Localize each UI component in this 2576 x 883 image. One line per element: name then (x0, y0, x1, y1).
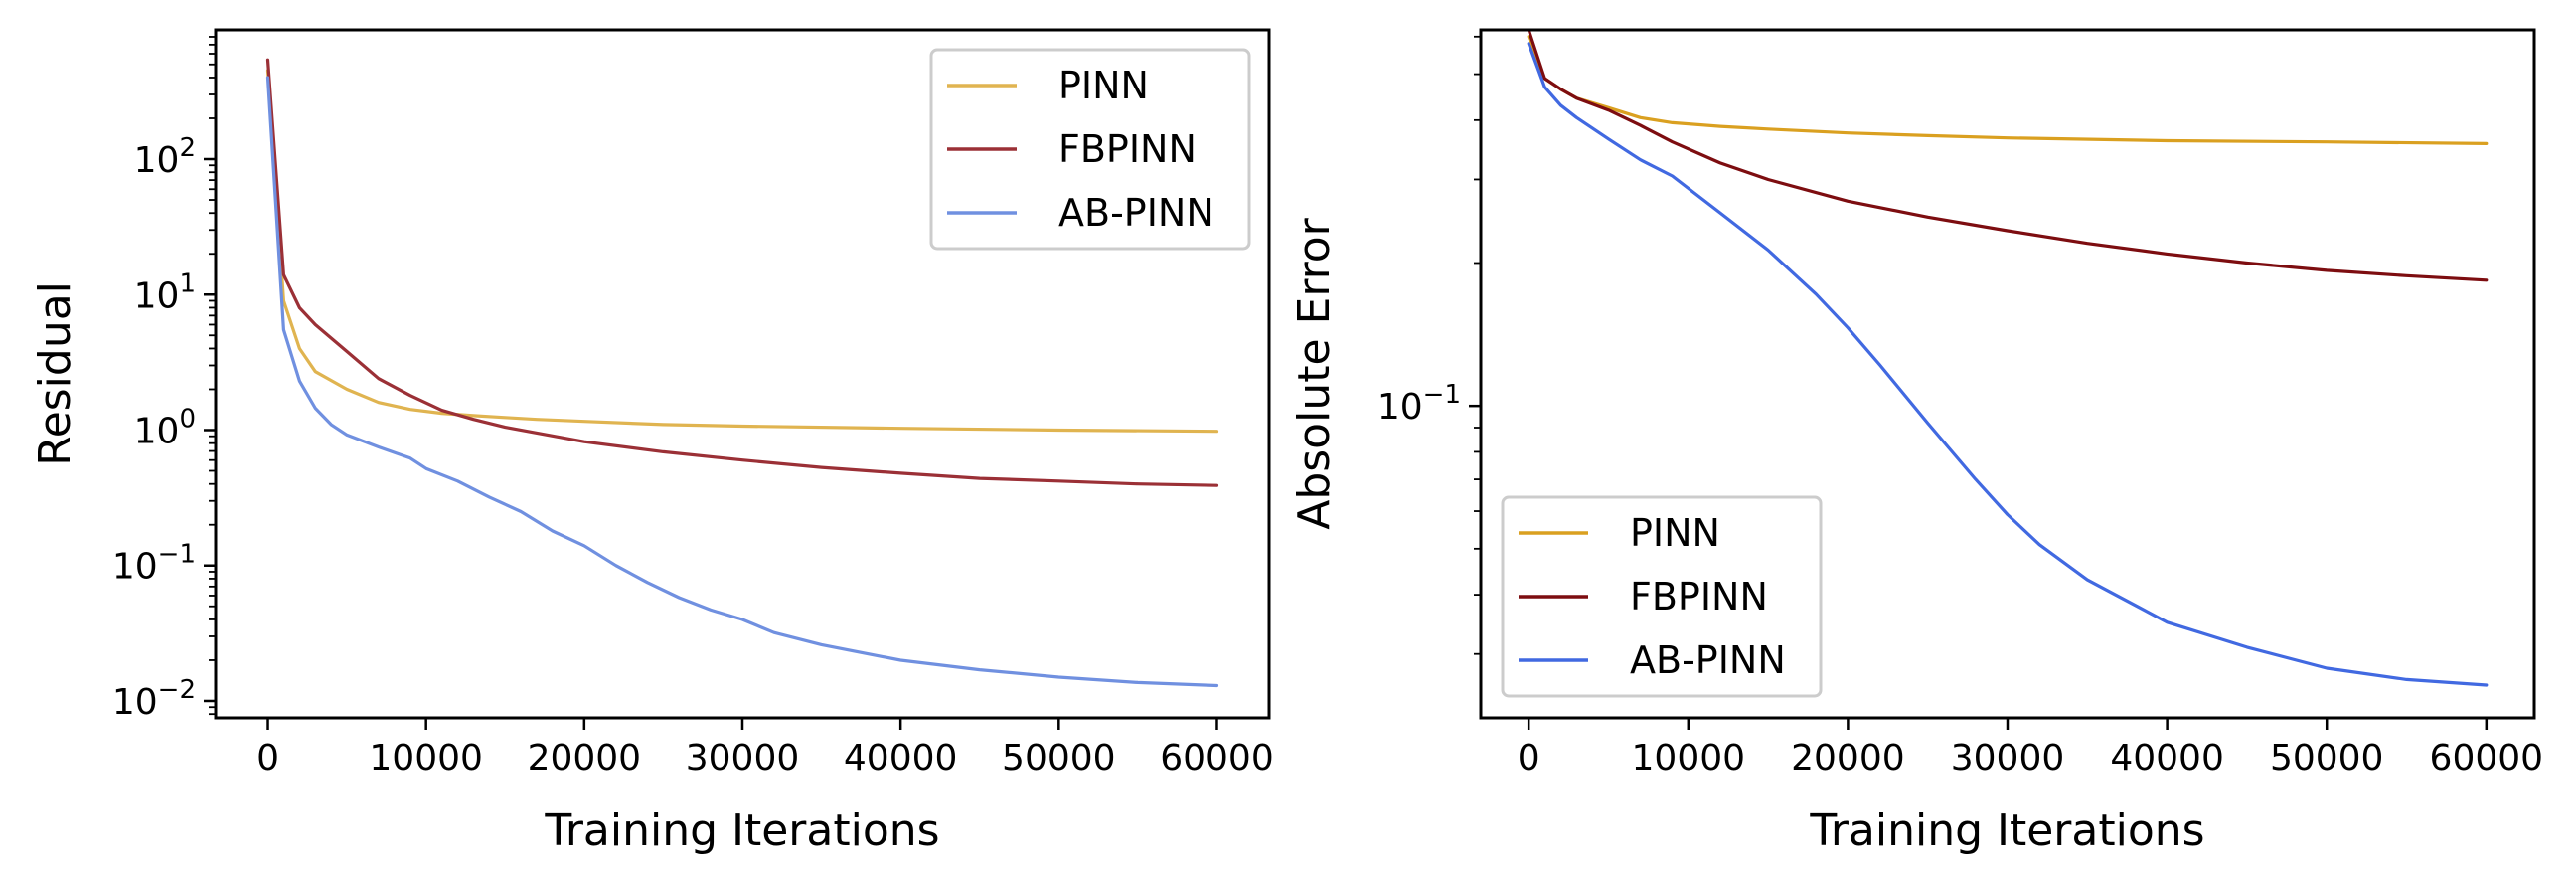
absolute-error-xtick-label: 30000 (1951, 738, 2065, 779)
absolute-error-chart: 0 10000 20000 30000 40000 50000 60000 10−1 Trai… (1289, 28, 2544, 856)
residual-xtick-label: 50000 (1002, 738, 1116, 779)
residual-xtick-label: 60000 (1160, 738, 1274, 779)
residual-xtick-label: 40000 (844, 738, 958, 779)
absolute-error-ylabel: Absolute Error (1289, 217, 1340, 529)
absolute-error-legend-box (1501, 495, 1823, 698)
absolute-error-xtick-label: 60000 (2430, 738, 2544, 779)
absolute-error-ytick-label: 10−1 (1377, 380, 1461, 428)
absolute-error-xtick-label: 10000 (1632, 738, 1746, 779)
residual-legend-label-fbpinn: FBPINN (1058, 127, 1197, 171)
residual-ytick-label: 10−1 (112, 540, 196, 588)
residual-ytick-label: 100 (134, 404, 196, 451)
residual-series-ab-pinn (265, 76, 1219, 688)
residual-series-fbpinn (265, 58, 1219, 487)
residual-xtick-label: 30000 (686, 738, 800, 779)
absolute-error-legend-label-ab-pinn: AB-PINN (1630, 638, 1786, 682)
residual-xtick-label: 0 (256, 738, 279, 779)
residual-legend: PINN FBPINN AB-PINN (929, 48, 1251, 251)
absolute-error-xtick-label: 20000 (1791, 738, 1905, 779)
absolute-error-legend-label-fbpinn: FBPINN (1630, 575, 1768, 618)
absolute-error-series-fbpinn (1527, 28, 2489, 282)
absolute-error-xtick-label: 0 (1518, 738, 1540, 779)
absolute-error-xtick-label: 50000 (2270, 738, 2384, 779)
residual-xtick-label: 10000 (369, 738, 483, 779)
residual-ytick-label: 102 (134, 133, 196, 181)
residual-xlabel: Training Iterations (544, 805, 939, 856)
absolute-error-legend-label-pinn: PINN (1630, 511, 1720, 555)
absolute-error-series-ab-pinn (1527, 42, 2489, 687)
absolute-error-legend: PINN FBPINN AB-PINN (1501, 495, 1823, 698)
residual-xtick-label: 20000 (528, 738, 642, 779)
residual-series-pinn (265, 69, 1219, 434)
residual-legend-box (929, 48, 1251, 251)
residual-chart: 0 10000 20000 30000 40000 50000 60000 10−2 10−1 1… (30, 28, 1274, 856)
absolute-error-series-pinn (1527, 35, 2489, 145)
absolute-error-xlabel: Training Iterations (1809, 805, 2204, 856)
absolute-error-xtick-label: 40000 (2110, 738, 2224, 779)
residual-ytick-label: 10−2 (112, 675, 196, 723)
residual-legend-label-ab-pinn: AB-PINN (1058, 191, 1214, 235)
residual-ylabel: Residual (30, 281, 80, 466)
residual-legend-label-pinn: PINN (1058, 64, 1149, 107)
residual-ytick-label: 101 (134, 268, 196, 316)
